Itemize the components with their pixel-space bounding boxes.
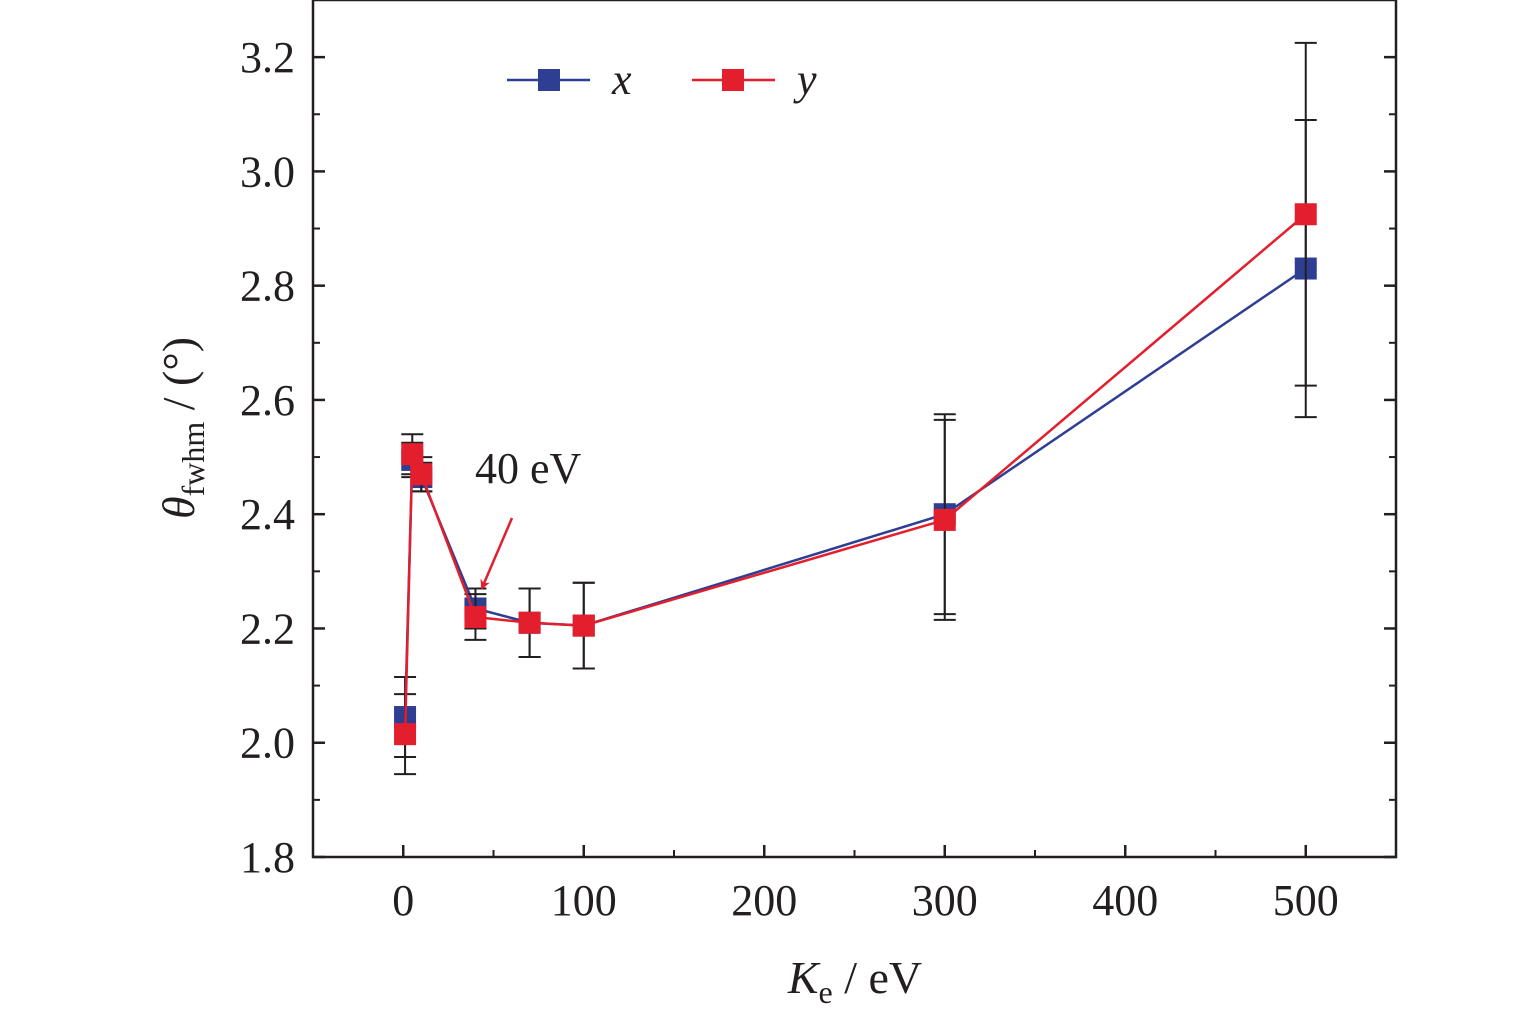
legend: x y (507, 55, 817, 104)
data-point-y (464, 606, 487, 629)
x-axis-title-unit: / eV (833, 952, 922, 1003)
data-point-y (933, 508, 956, 531)
y-axis-title-unit: / (°) (153, 337, 204, 422)
annotation-arrow (480, 517, 514, 590)
annotation-label: 40 eV (475, 444, 582, 493)
x-tick-label: 500 (1273, 876, 1339, 925)
data-point-y (394, 723, 417, 746)
x-axis-ticks: 0 100 200 300 400 500 (392, 845, 1339, 925)
data-point-y (1294, 203, 1317, 226)
y-axis-title-main: θ (153, 496, 204, 519)
x-axis-title: Ke / eV (787, 952, 922, 1010)
y-tick-label: 3.2 (240, 33, 295, 82)
series-x (394, 118, 1317, 759)
y-tick-label: 2.4 (240, 490, 295, 539)
plot-frame (311, 0, 1398, 859)
x-tick-label: 200 (731, 876, 797, 925)
y-tick-label: 2.6 (240, 376, 295, 425)
legend-label-x: x (611, 55, 632, 104)
legend-item-y: y (692, 55, 817, 104)
series-layer (394, 41, 1317, 776)
y-tick-label: 1.8 (240, 833, 295, 882)
x-tick-label: 400 (1092, 876, 1158, 925)
legend-item-x: x (507, 55, 632, 104)
y-axis-ticks: 1.8 2.0 2.2 2.4 2.6 2.8 3.0 3.2 (240, 33, 1396, 882)
x-tick-label: 100 (551, 876, 617, 925)
y-tick-label: 2.8 (240, 262, 295, 311)
data-point-y (401, 443, 424, 466)
legend-marker-y (722, 69, 744, 91)
y-tick-label: 2.0 (240, 719, 295, 768)
x-axis-title-sub: e (819, 974, 833, 1010)
x-tick-label: 0 (392, 876, 414, 925)
y-axis-title-sub: fwhm (175, 422, 211, 497)
x-axis-title-main: K (787, 952, 821, 1003)
data-point-y (410, 463, 433, 486)
y-axis-title: θfwhm / (°) (153, 337, 211, 519)
legend-label-y: y (793, 55, 817, 104)
annotation-40ev: 40 eV (475, 444, 582, 590)
y-tick-label: 3.0 (240, 147, 295, 196)
data-point-y (518, 611, 541, 634)
y-tick-label: 2.2 (240, 604, 295, 653)
data-point-y (572, 614, 595, 637)
series-y (394, 41, 1317, 776)
x-tick-label: 300 (912, 876, 978, 925)
legend-marker-x (538, 69, 560, 91)
